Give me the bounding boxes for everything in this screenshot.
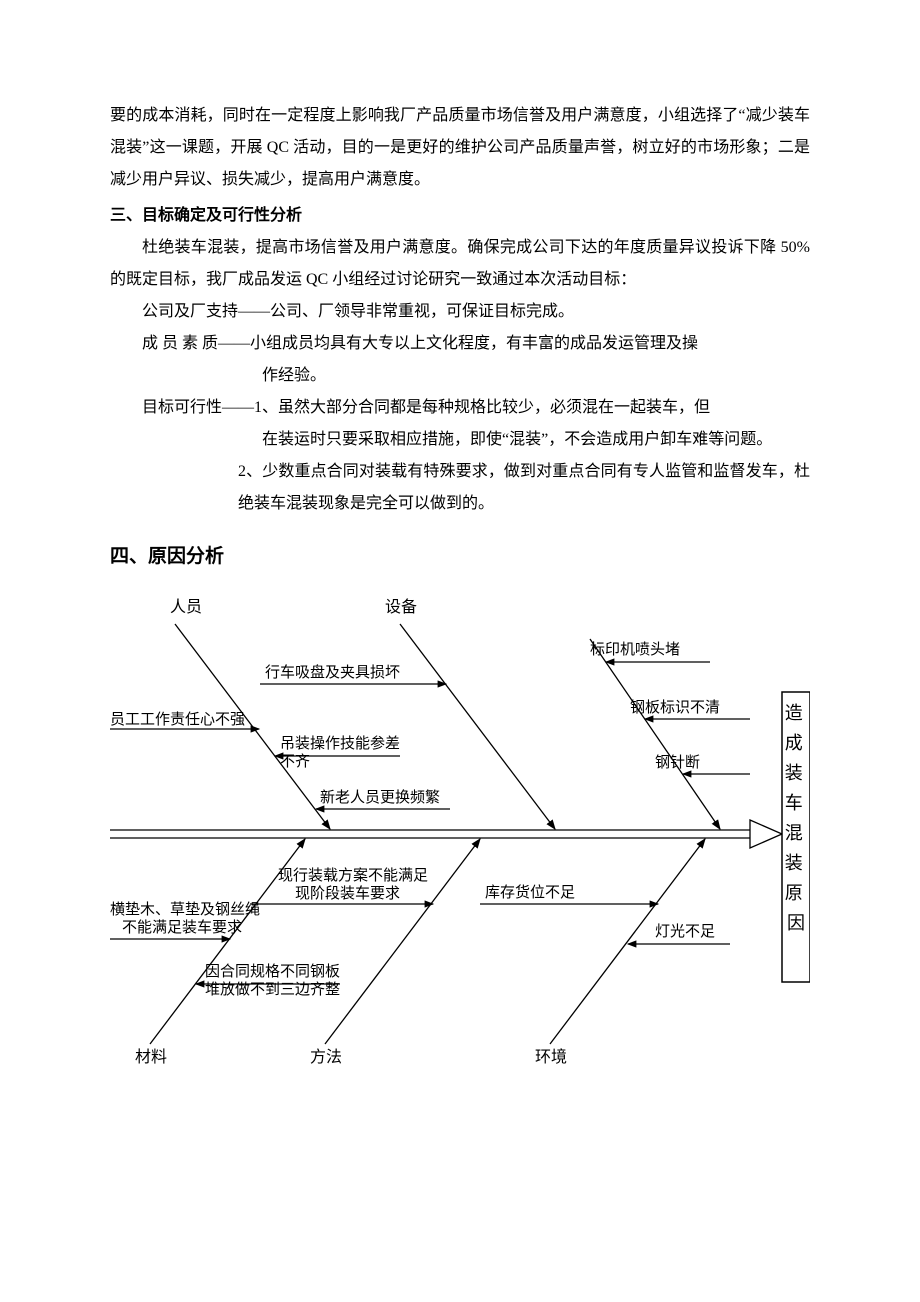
cause-gangzhen: 钢针断 bbox=[655, 754, 700, 771]
cause-turnover: 新老人员更换频繁 bbox=[320, 789, 440, 806]
cause-kucun: 库存货位不足 bbox=[485, 884, 575, 901]
head-char: 原 bbox=[785, 883, 803, 903]
document-page: 要的成本消耗，同时在一定程度上影响我厂产品质量市场信誉及用户满意度，小组选择了“… bbox=[0, 0, 920, 1302]
cause-skill-b: 不齐 bbox=[280, 753, 310, 770]
cause-biaoyin: 标印机喷头堵 bbox=[590, 641, 680, 658]
cause-dianmu-b: 不能满足装车要求 bbox=[122, 919, 242, 936]
cat-huan: 环境 bbox=[535, 1047, 567, 1064]
cause-duifang-a: 因合同规格不同钢板 bbox=[205, 962, 340, 980]
cat-cai: 材料 bbox=[135, 1048, 167, 1064]
head-char: 混 bbox=[785, 823, 803, 843]
cause-dengguang: 灯光不足 bbox=[655, 923, 715, 940]
section-3-body: 杜绝装车混装，提高市场信誉及用户满意度。确保完成公司下达的年度质量异议投诉下降 … bbox=[110, 232, 810, 296]
bullet-member-b: 作经验。 bbox=[110, 360, 810, 392]
head-char: 因 bbox=[787, 913, 805, 933]
paragraph-intro: 要的成本消耗，同时在一定程度上影响我厂产品质量市场信誉及用户满意度，小组选择了“… bbox=[110, 100, 810, 196]
cause-biaoshi: 钢板标识不清 bbox=[630, 698, 720, 716]
head-char: 成 bbox=[785, 733, 803, 753]
bullet-support: 公司及厂支持——公司、厂领导非常重视，可保证目标完成。 bbox=[110, 296, 810, 328]
cause-skill-a: 吊装操作技能参差 bbox=[280, 735, 400, 752]
bullet-feasibility-1b: 在装运时只要采取相应措施，即使“混装”，不会造成用户卸车难等问题。 bbox=[110, 424, 810, 456]
section-3-heading: 三、目标确定及可行性分析 bbox=[110, 200, 810, 232]
bullet-feasibility-2: 2、少数重点合同对装载有特殊要求，做到对重点合同有专人监管和监督发车，杜绝装车混… bbox=[110, 456, 810, 520]
cat-ren: 人员 bbox=[170, 598, 202, 616]
cause-fangan-a: 现行装载方案不能满足 bbox=[278, 866, 428, 884]
bullet-feasibility-1a: 目标可行性——1、虽然大部分合同都是每种规格比较少，必须混在一起装车，但 bbox=[110, 392, 810, 424]
cat-she: 设备 bbox=[385, 598, 417, 616]
cat-fang: 方法 bbox=[310, 1048, 342, 1064]
cause-duifang-b: 堆放做不到三边齐整 bbox=[205, 981, 340, 998]
bullet-member-a: 成 员 素 质——小组成员均具有大专以上文化程度，有丰富的成品发运管理及操 bbox=[110, 328, 810, 360]
cause-xipan: 行车吸盘及夹具损坏 bbox=[265, 663, 400, 681]
fishbone-diagram: 造 成 装 车 混 装 原 因 人员 设备 材料 bbox=[110, 584, 810, 1076]
cause-responsibility: 员工工作责任心不强 bbox=[110, 711, 245, 728]
head-char: 车 bbox=[785, 793, 803, 813]
head-char: 造 bbox=[785, 703, 803, 723]
cause-dianmu-a: 横垫木、草垫及钢丝绳 bbox=[110, 901, 260, 918]
cause-fangan-b: 现阶段装车要求 bbox=[295, 885, 400, 902]
section-4-heading: 四、原因分析 bbox=[110, 538, 810, 576]
head-char: 装 bbox=[785, 763, 803, 783]
head-char: 装 bbox=[785, 853, 803, 873]
